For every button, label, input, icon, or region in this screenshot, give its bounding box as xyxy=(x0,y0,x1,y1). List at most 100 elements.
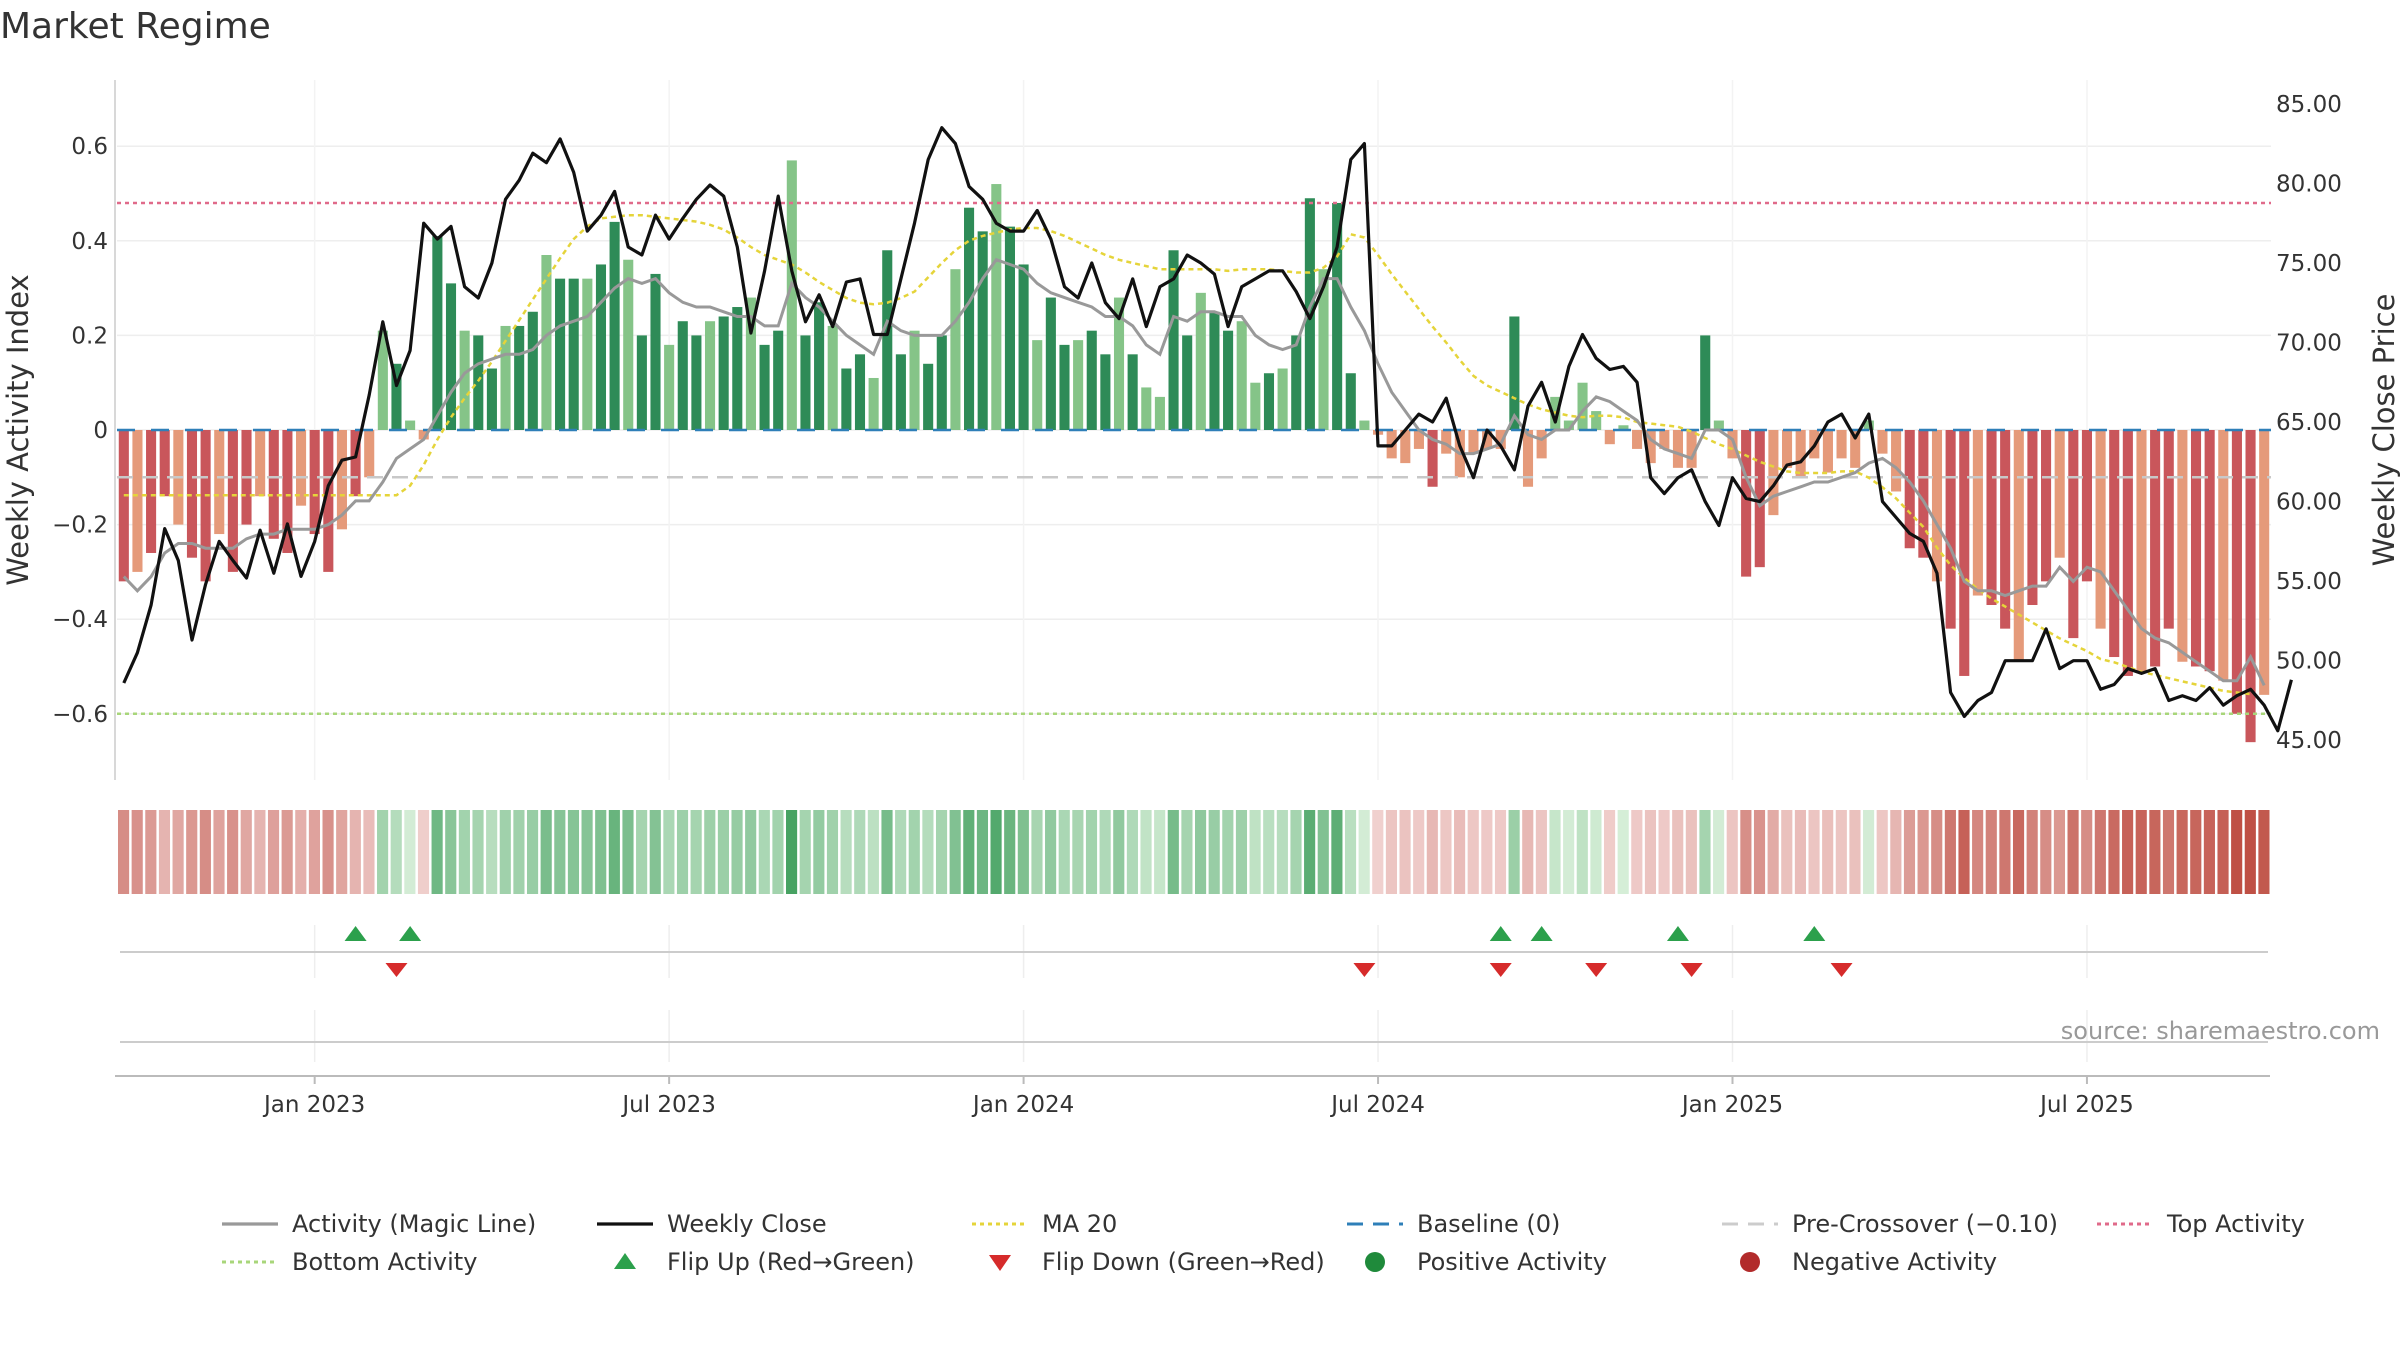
strip-cell xyxy=(595,810,607,894)
activity-bar xyxy=(146,430,157,553)
legend-swatch xyxy=(989,1255,1011,1271)
strip-cell xyxy=(1045,810,1057,894)
activity-bar xyxy=(1045,297,1056,430)
activity-bar xyxy=(868,377,879,430)
activity-bar xyxy=(923,363,934,430)
strip-cell xyxy=(622,810,634,894)
activity-bar xyxy=(800,335,811,430)
activity-bar xyxy=(1563,420,1574,430)
activity-bar xyxy=(1100,354,1111,430)
strip-cell xyxy=(772,810,784,894)
activity-bar xyxy=(882,250,893,430)
strip-cell xyxy=(854,810,866,894)
strip-cell xyxy=(881,810,893,894)
strip-cell xyxy=(2012,810,2025,894)
strip-cell xyxy=(1672,810,1684,894)
strip-cell xyxy=(1958,810,1970,894)
activity-bar xyxy=(1318,269,1329,430)
activity-bar xyxy=(1713,420,1724,430)
activity-bar xyxy=(2204,430,2215,672)
activity-bar xyxy=(1236,321,1247,430)
legend: Activity (Magic Line) Weekly Close MA 20 Ba… xyxy=(222,1210,2305,1276)
strip-cell xyxy=(1985,810,1997,894)
activity-bar xyxy=(1918,430,1929,558)
strip-cell xyxy=(1603,810,1616,894)
activity-bar xyxy=(2245,430,2256,743)
activity-bar xyxy=(582,278,593,430)
regime-heat-strip xyxy=(118,810,2270,894)
strip-cell xyxy=(636,810,648,894)
activity-bar xyxy=(1577,382,1588,430)
strip-cell xyxy=(1358,810,1370,894)
strip-cell xyxy=(1454,810,1466,894)
legend-item: Weekly Close xyxy=(597,1210,827,1238)
activity-bar xyxy=(1509,316,1520,430)
strip-cell xyxy=(1753,810,1766,894)
strip-cell xyxy=(976,810,989,894)
strip-cell xyxy=(1890,810,1902,894)
strip-cell xyxy=(1072,810,1084,894)
strip-cell xyxy=(1508,810,1520,894)
legend-label: Pre-Crossover (−0.10) xyxy=(1792,1210,2058,1238)
strip-cell xyxy=(2244,810,2256,894)
strip-cell xyxy=(1903,810,1916,894)
activity-bar xyxy=(2081,430,2092,582)
strip-cell xyxy=(1276,810,1288,894)
strip-cell xyxy=(663,810,675,894)
activity-bar xyxy=(214,430,225,535)
activity-bar xyxy=(2109,430,2120,658)
strip-cell xyxy=(1808,810,1820,894)
activity-bar xyxy=(1141,387,1152,430)
activity-bar xyxy=(1836,430,1847,459)
activity-bar xyxy=(2231,430,2242,714)
activity-bar xyxy=(636,335,647,430)
activity-bar xyxy=(1972,430,1983,596)
activity-bar xyxy=(1822,430,1833,473)
strip-cell xyxy=(1385,810,1397,894)
activity-bar xyxy=(159,430,170,497)
activity-bar xyxy=(895,354,906,430)
activity-bar xyxy=(486,368,497,430)
left-tick-label: 0 xyxy=(93,418,108,444)
activity-bar xyxy=(200,430,211,582)
activity-bar xyxy=(1904,430,1915,549)
ma20-line xyxy=(123,213,2251,696)
strip-cell xyxy=(1849,810,1861,894)
strip-cell xyxy=(676,810,689,894)
strip-cell xyxy=(1590,810,1602,894)
activity-bar xyxy=(977,231,988,430)
activity-bar xyxy=(1741,430,1752,577)
strip-cell xyxy=(745,810,757,894)
activity-bar xyxy=(609,221,620,430)
strip-cell xyxy=(1031,810,1043,894)
strip-cell xyxy=(1781,810,1793,894)
activity-bar xyxy=(1441,430,1452,454)
strip-cell xyxy=(2231,810,2243,894)
strip-cell xyxy=(240,810,252,894)
strip-cell xyxy=(431,810,443,894)
strip-cell xyxy=(2067,810,2079,894)
activity-bar xyxy=(1754,430,1765,568)
activity-bar xyxy=(1127,354,1138,430)
strip-cell xyxy=(1344,810,1357,894)
activity-bar xyxy=(2000,430,2011,629)
activity-bar xyxy=(445,283,457,430)
activity-bar xyxy=(2041,430,2052,582)
strip-cell xyxy=(731,810,743,894)
x-tick-label: Jul 2025 xyxy=(2038,1092,2134,1118)
activity-bar xyxy=(1032,340,1043,430)
strip-cell xyxy=(186,810,198,894)
activity-bar xyxy=(514,325,525,430)
flip-down-marker xyxy=(1830,963,1853,977)
right-axis-label: Weekly Close Price xyxy=(2367,294,2400,567)
activity-bar xyxy=(1645,430,1656,464)
strip-cell xyxy=(1631,810,1643,894)
activity-bar xyxy=(1659,430,1670,449)
activity-bar xyxy=(405,420,416,430)
activity-bar xyxy=(296,430,307,506)
magic-line xyxy=(122,257,2266,687)
strip-cell xyxy=(1222,810,1234,894)
x-axis-ticks: Jan 2023 Jul 2023 Jan 2024 Jul 2024 Jan 2025… xyxy=(262,1076,2134,1118)
strip-cell xyxy=(990,810,1002,894)
activity-bar xyxy=(418,430,429,440)
